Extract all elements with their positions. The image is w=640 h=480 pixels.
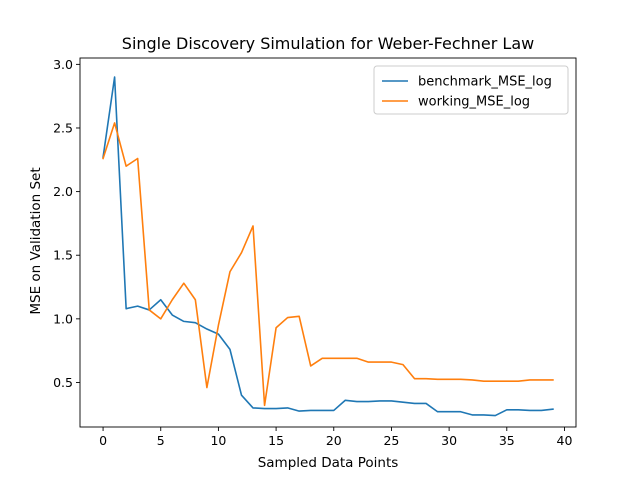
legend-label-working_MSE_log: working_MSE_log xyxy=(418,95,530,110)
y-tick-label: 1.0 xyxy=(53,311,73,326)
y-tick-label: 3.0 xyxy=(53,57,73,72)
x-tick-label: 0 xyxy=(99,433,107,448)
series-line-working_MSE_log xyxy=(102,122,554,407)
x-axis-label: Sampled Data Points xyxy=(258,455,399,471)
y-tick-label: 1.5 xyxy=(53,248,73,263)
axes-frame xyxy=(79,57,577,428)
plot-area: 0 5 10 15 20 25 30 35 40 0.5 1.0 1.5 2.0 2.5 3.0 xyxy=(53,57,577,448)
x-tick-label: 40 xyxy=(557,433,573,448)
y-tick-label: 0.5 xyxy=(53,375,73,390)
x-tick-label: 15 xyxy=(268,433,284,448)
x-tick-label: 30 xyxy=(441,433,457,448)
series-line-benchmark_MSE_log xyxy=(102,76,554,417)
x-tick-label: 20 xyxy=(326,433,342,448)
y-axis-label: MSE on Validation Set xyxy=(28,167,44,314)
x-tick-label: 10 xyxy=(210,433,226,448)
y-tick-label: 2.0 xyxy=(53,184,73,199)
y-tick-label: 2.5 xyxy=(53,120,73,135)
legend-label-benchmark_MSE_log: benchmark_MSE_log xyxy=(418,75,552,90)
legend-box xyxy=(373,65,569,115)
legend: benchmark_MSE_log working_MSE_log xyxy=(373,65,569,115)
x-tick-label: 5 xyxy=(157,433,165,448)
x-tick-label: 35 xyxy=(499,433,515,448)
chart-title: Single Discovery Simulation for Weber-Fe… xyxy=(122,34,534,53)
x-tick-label: 25 xyxy=(383,433,399,448)
